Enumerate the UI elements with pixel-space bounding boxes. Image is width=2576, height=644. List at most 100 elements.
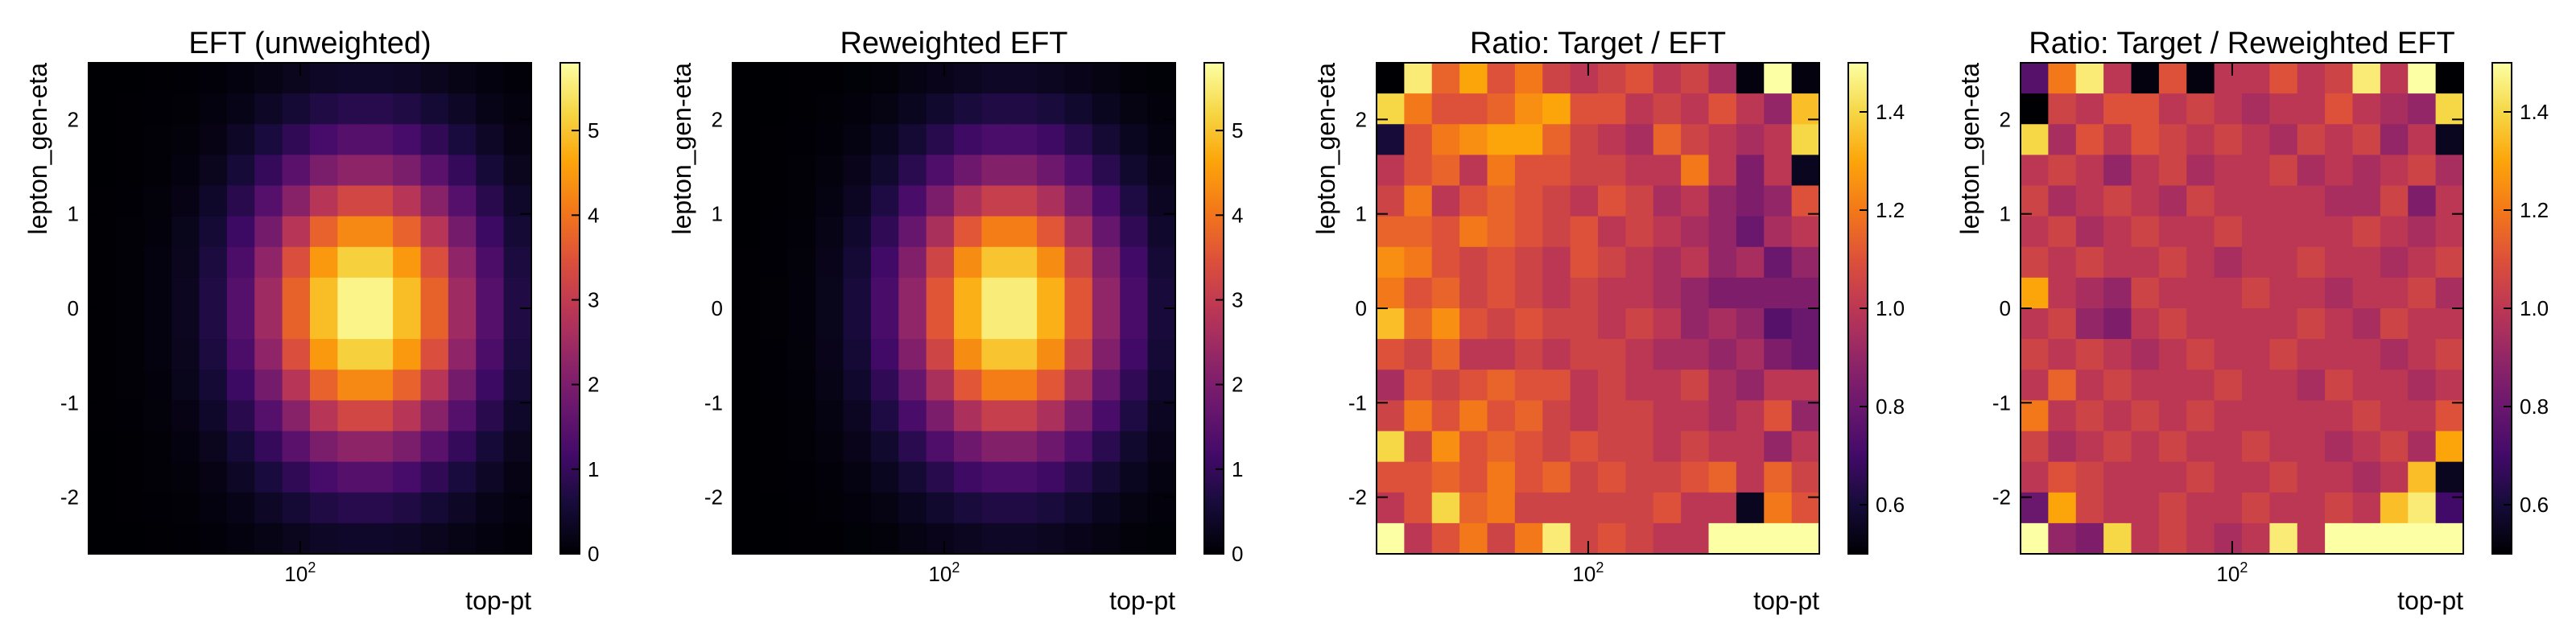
heatmap-cell bbox=[954, 155, 982, 187]
heatmap-cell bbox=[1431, 339, 1460, 370]
heatmap-cell bbox=[815, 185, 844, 217]
heatmap-cell bbox=[448, 63, 477, 94]
heatmap-cell bbox=[954, 63, 982, 94]
heatmap-cell bbox=[870, 185, 899, 217]
heatmap-cell bbox=[954, 339, 982, 370]
heatmap-cell bbox=[310, 339, 338, 370]
heatmap-cell bbox=[2158, 63, 2187, 94]
heatmap-cell bbox=[1009, 431, 1038, 463]
heatmap-cell bbox=[1459, 461, 1488, 493]
heatmap-cell bbox=[1092, 124, 1121, 155]
heatmap-cell bbox=[1764, 431, 1793, 463]
heatmap-cell bbox=[2214, 155, 2243, 187]
heatmap-cell bbox=[2269, 216, 2298, 248]
heatmap-cell bbox=[2297, 277, 2326, 309]
heatmap-cell bbox=[760, 369, 789, 401]
heatmap-cell bbox=[476, 155, 505, 187]
heatmap-cell bbox=[282, 246, 311, 279]
heatmap-cell bbox=[2021, 522, 2049, 555]
heatmap-cell bbox=[2352, 216, 2381, 248]
heatmap-cell bbox=[1377, 308, 1405, 340]
heatmap-cell bbox=[815, 369, 844, 401]
heatmap-cell bbox=[926, 522, 955, 555]
heatmap-cell bbox=[1459, 63, 1488, 94]
heatmap-cell bbox=[310, 155, 338, 187]
colorbar-2 bbox=[1203, 62, 1224, 555]
heatmap-cell bbox=[954, 369, 982, 401]
heatmap-cell bbox=[1598, 93, 1626, 125]
heatmap-cell bbox=[1570, 277, 1599, 309]
heatmap-cell bbox=[1653, 492, 1682, 524]
heatmap-cell bbox=[116, 124, 145, 155]
heatmap-cell bbox=[2297, 155, 2326, 187]
heatmap-cell bbox=[1764, 93, 1793, 125]
heatmap-cell bbox=[2408, 400, 2437, 432]
heatmap-cell bbox=[337, 124, 366, 155]
heatmap-cell bbox=[420, 216, 449, 248]
y-axis-label-1: lepton_gen-eta bbox=[23, 63, 52, 235]
heatmap-cell bbox=[1708, 339, 1737, 370]
heatmap-cell bbox=[420, 369, 449, 401]
heatmap-cell bbox=[1064, 461, 1093, 493]
heatmap-cell bbox=[1037, 461, 1066, 493]
heatmap-cell bbox=[393, 277, 422, 309]
heatmap-cell bbox=[787, 461, 816, 493]
heatmap-cell bbox=[2408, 216, 2437, 248]
colorbar-tick-label: 0.8 bbox=[1876, 394, 1905, 419]
heatmap-cell bbox=[171, 369, 200, 401]
heatmap-cell bbox=[1147, 124, 1176, 155]
heatmap-cell bbox=[476, 185, 505, 217]
heatmap-cell bbox=[2214, 431, 2243, 463]
heatmap-cell bbox=[2297, 461, 2326, 493]
heatmap-cell bbox=[1147, 63, 1176, 94]
heatmap-cell bbox=[733, 185, 761, 217]
heatmap-cell bbox=[2103, 522, 2132, 555]
heatmap-cell bbox=[1487, 431, 1516, 463]
heatmap-cell bbox=[1487, 522, 1516, 555]
heatmap-cell bbox=[337, 308, 366, 340]
heatmap-cell bbox=[1598, 369, 1626, 401]
heatmap-cell bbox=[2021, 124, 2049, 155]
heatmap-cell bbox=[1377, 216, 1405, 248]
heatmap-cell bbox=[1791, 63, 1820, 94]
heatmap-cell bbox=[1147, 522, 1176, 555]
heatmap-cell bbox=[2103, 400, 2132, 432]
colorbar-tick-label: 1 bbox=[588, 457, 599, 481]
heatmap-cell bbox=[116, 308, 145, 340]
heatmap-cell bbox=[393, 216, 422, 248]
heatmap-cell bbox=[1120, 431, 1149, 463]
heatmap-cell bbox=[2352, 93, 2381, 125]
heatmap-cell bbox=[1542, 369, 1571, 401]
y-tick-label: 0 bbox=[712, 296, 723, 320]
heatmap-cell bbox=[420, 93, 449, 125]
heatmap-cell bbox=[143, 246, 172, 279]
heatmap-cell bbox=[116, 246, 145, 279]
colorbar-tick-label: 1 bbox=[1232, 457, 1243, 481]
heatmap-cell bbox=[2297, 185, 2326, 217]
heatmap-cell bbox=[2380, 400, 2409, 432]
heatmap-cell bbox=[1791, 461, 1820, 493]
heatmap-cell bbox=[733, 308, 761, 340]
heatmap-cell bbox=[1120, 522, 1149, 555]
heatmap-cell bbox=[1681, 308, 1710, 340]
heatmap-cell bbox=[2242, 63, 2270, 94]
heatmap-cell bbox=[226, 461, 255, 493]
heatmap-cell bbox=[1037, 522, 1066, 555]
heatmap-cell bbox=[2158, 246, 2187, 279]
heatmap-cell bbox=[954, 277, 982, 309]
colorbar-tick-label: 4 bbox=[1232, 203, 1243, 227]
heatmap-cell bbox=[1092, 369, 1121, 401]
heatmap-cell bbox=[1764, 492, 1793, 524]
heatmap-cell bbox=[1404, 93, 1433, 125]
heatmap-cell bbox=[2380, 63, 2409, 94]
heatmap-cell bbox=[2214, 216, 2243, 248]
heatmap-cell bbox=[503, 369, 532, 401]
heatmap-cell bbox=[1598, 522, 1626, 555]
heatmap-cell bbox=[1377, 246, 1405, 279]
heatmap-cell bbox=[226, 431, 255, 463]
heatmap-cell bbox=[2352, 246, 2381, 279]
heatmap-cell bbox=[843, 308, 872, 340]
heatmap-cell bbox=[143, 522, 172, 555]
heatmap-cell bbox=[143, 400, 172, 432]
